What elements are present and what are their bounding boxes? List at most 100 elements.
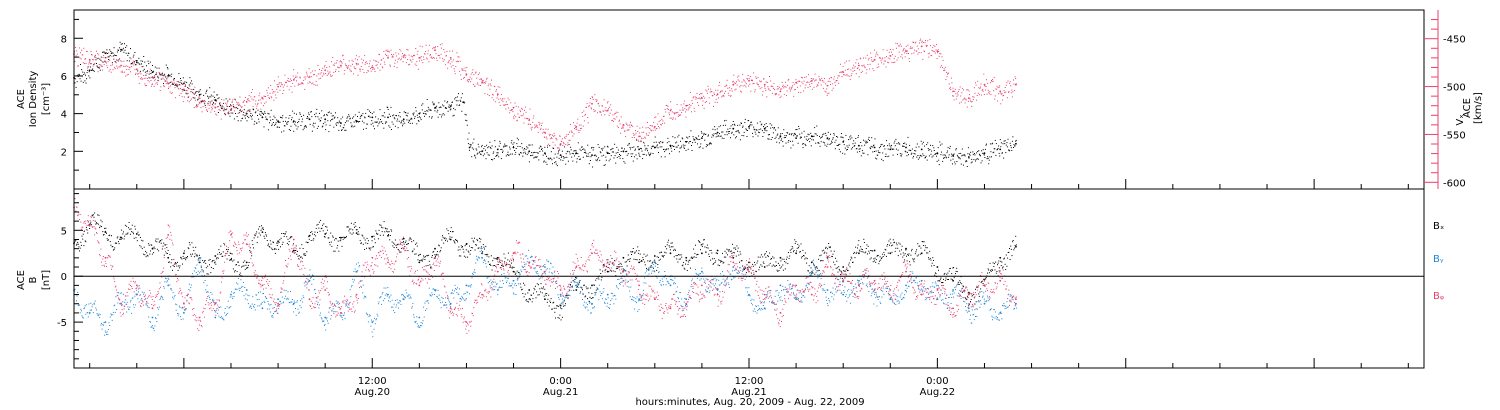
bottom-blue-point-20 <box>387 293 389 296</box>
top-pink-point-8 <box>198 102 201 104</box>
bottom-black-point-22 <box>418 261 421 264</box>
top-pink-point-57 <box>967 97 970 99</box>
bottom-black-point-45 <box>779 256 782 259</box>
top-black-point-32 <box>559 154 562 157</box>
top-pink-point-53 <box>905 50 907 53</box>
top-black-point-34 <box>591 154 593 157</box>
bottom-black-point-28 <box>512 270 515 273</box>
bottom-pink-point-47 <box>810 293 813 296</box>
top-ytick-label: 8 <box>61 34 67 45</box>
bottom-left-axis: -5 0 5 <box>57 193 83 360</box>
bottom-pink-point-59 <box>999 279 1002 282</box>
bottom-black-point-29 <box>528 289 531 291</box>
top-black-point-31 <box>544 152 546 155</box>
bottom-pink-point-56 <box>952 307 954 310</box>
bottom-blue-point-50 <box>858 279 860 282</box>
top-black-point-41 <box>701 137 703 140</box>
bottom-blue-point-54 <box>920 279 923 282</box>
bottom-black-point-37 <box>653 255 656 257</box>
bottom-pink-point-18 <box>355 293 358 296</box>
bottom-blue-point-9 <box>214 316 217 319</box>
top-black-point-55 <box>920 148 923 151</box>
bottom-blue-point-5 <box>151 316 154 319</box>
bottom-pink-point-52 <box>889 289 892 291</box>
top-y2tick-label: -500 <box>1443 83 1466 94</box>
bottom-pink-point-50 <box>858 284 860 287</box>
top-black-point-13 <box>277 120 279 123</box>
top-pink-point-55 <box>936 50 939 53</box>
x-tick-date-1: Aug.21 <box>543 387 578 398</box>
bottom-pink-point-48 <box>826 266 829 268</box>
bottom-pink-point-46 <box>795 284 797 287</box>
bottom-black-point-6 <box>167 256 170 259</box>
bottom-blue-point-49 <box>842 293 845 296</box>
top-black-point-42 <box>716 131 719 134</box>
bottom-black-point-39 <box>685 256 688 259</box>
top-pink-point-42 <box>732 83 735 86</box>
legend-bx: Bₓ <box>1433 221 1444 232</box>
bottom-blue-point-34 <box>606 293 609 296</box>
bottom-pink-point-29 <box>528 261 531 264</box>
bottom-pink-point-10 <box>230 234 232 236</box>
top-black-point-45 <box>763 127 766 130</box>
bottom-blue-point-14 <box>292 302 295 305</box>
top-black-point-52 <box>873 146 876 149</box>
bottom-black-point-53 <box>905 247 907 250</box>
bottom-pink-point-6 <box>167 234 170 236</box>
top-black-point-50 <box>842 141 845 143</box>
bottom-blue-point-51 <box>873 289 876 291</box>
bottom-ytick-label: -5 <box>57 318 67 329</box>
bottom-black-point-52 <box>889 252 892 255</box>
top-pink-point-54 <box>920 45 923 48</box>
top-pink-point-16 <box>324 69 327 72</box>
x-axis-title: hours:minutes, Aug. 20, 2009 - Aug. 22, … <box>635 397 864 408</box>
bottom-pink-point-27 <box>496 270 499 273</box>
top-black-point-61 <box>1015 142 1017 145</box>
bottom-pink-point-36 <box>638 284 640 287</box>
bottom-blue-point-13 <box>277 298 279 301</box>
bottom-black-point-47 <box>810 261 813 264</box>
top-x-ticks <box>89 179 1409 189</box>
bottom-pink-point-28 <box>512 252 515 255</box>
top-black-point-47 <box>795 137 797 140</box>
top-pink-point-59 <box>999 90 1002 93</box>
top-black-point-37 <box>638 148 640 151</box>
bottom-pink-point-5 <box>151 307 154 310</box>
top-black-point-20 <box>387 116 389 119</box>
top-black-point-16 <box>324 118 327 121</box>
top-black-point-24 <box>449 105 452 107</box>
bottom-blue-point-10 <box>230 293 232 296</box>
top-pink-point-48 <box>826 84 829 87</box>
top-black-point-51 <box>858 144 860 147</box>
bottom-pink-point-60 <box>1015 298 1017 301</box>
bottom-black-point-33 <box>591 284 593 287</box>
top-left-axis: 2 4 6 8 <box>61 18 83 171</box>
top-pink-point-41 <box>716 93 719 96</box>
x-tick-time-3: 0:00 <box>926 376 948 387</box>
bottom-black-point-24 <box>449 238 452 241</box>
top-black-point-44 <box>748 125 750 128</box>
x-tick-date-0: Aug.20 <box>355 387 390 398</box>
top-black-point-46 <box>779 135 782 138</box>
bottom-black-point-56 <box>952 279 954 282</box>
bottom-black-point-51 <box>873 249 876 252</box>
bottom-blue-point-8 <box>198 256 201 259</box>
top-black-point-29 <box>512 146 515 149</box>
top-pink-point-13 <box>277 85 279 88</box>
bottom-blue-point-25 <box>465 284 468 287</box>
top-black-point-6 <box>167 75 170 77</box>
bottom-blue-point-24 <box>449 302 452 305</box>
top-ytick-label: 4 <box>61 110 67 121</box>
bottom-blue-point-53 <box>905 284 907 287</box>
bottom-pink-point-24 <box>449 307 452 310</box>
bottom-pink-point-8 <box>198 316 201 319</box>
top-pink-point-23 <box>434 49 436 52</box>
bottom-blue-point-38 <box>669 284 672 287</box>
top-pink-series-dots <box>74 38 1017 151</box>
bottom-pink-point-49 <box>842 279 845 282</box>
bottom-pink-point-7 <box>183 302 185 305</box>
bottom-pink-point-16 <box>324 289 327 291</box>
bottom-pink-point-9 <box>214 302 217 305</box>
bottom-pink-point-14 <box>292 238 295 241</box>
top-black-point-8 <box>198 93 201 96</box>
